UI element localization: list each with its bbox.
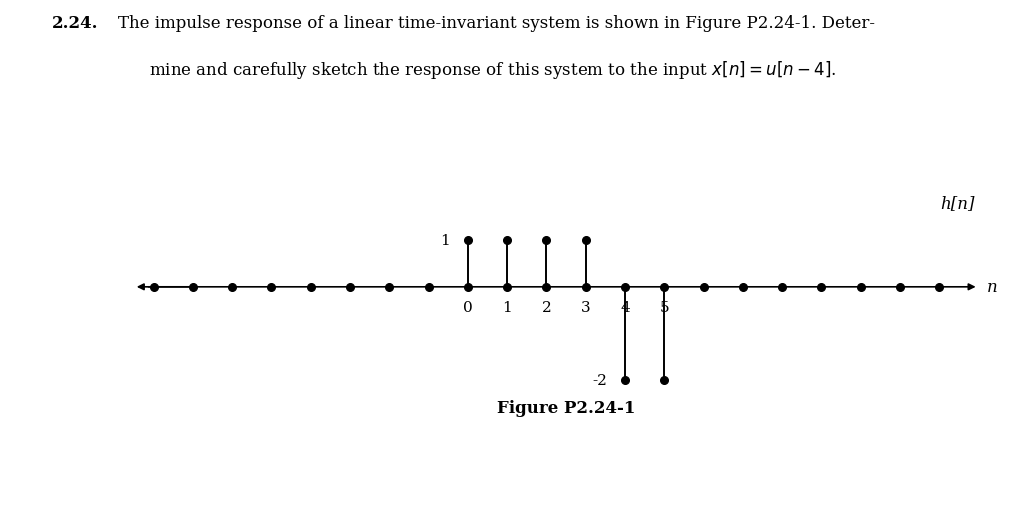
Text: 0: 0 [462,300,473,314]
Text: 1: 1 [441,234,450,248]
Text: 3: 3 [581,300,590,314]
Text: 2.24.: 2.24. [52,15,98,32]
Text: 5: 5 [659,300,670,314]
Text: 4: 4 [620,300,629,314]
Text: 2: 2 [542,300,551,314]
Text: The impulse response of a linear time-invariant system is shown in Figure P2.24-: The impulse response of a linear time-in… [118,15,876,32]
Text: -2: -2 [592,373,608,387]
Text: mine and carefully sketch the response of this system to the input $x[n] = u[n -: mine and carefully sketch the response o… [149,59,836,80]
Text: n: n [987,279,997,296]
Text: Figure P2.24-1: Figure P2.24-1 [496,400,636,416]
Text: 1: 1 [503,300,512,314]
Text: h[n]: h[n] [940,195,975,212]
